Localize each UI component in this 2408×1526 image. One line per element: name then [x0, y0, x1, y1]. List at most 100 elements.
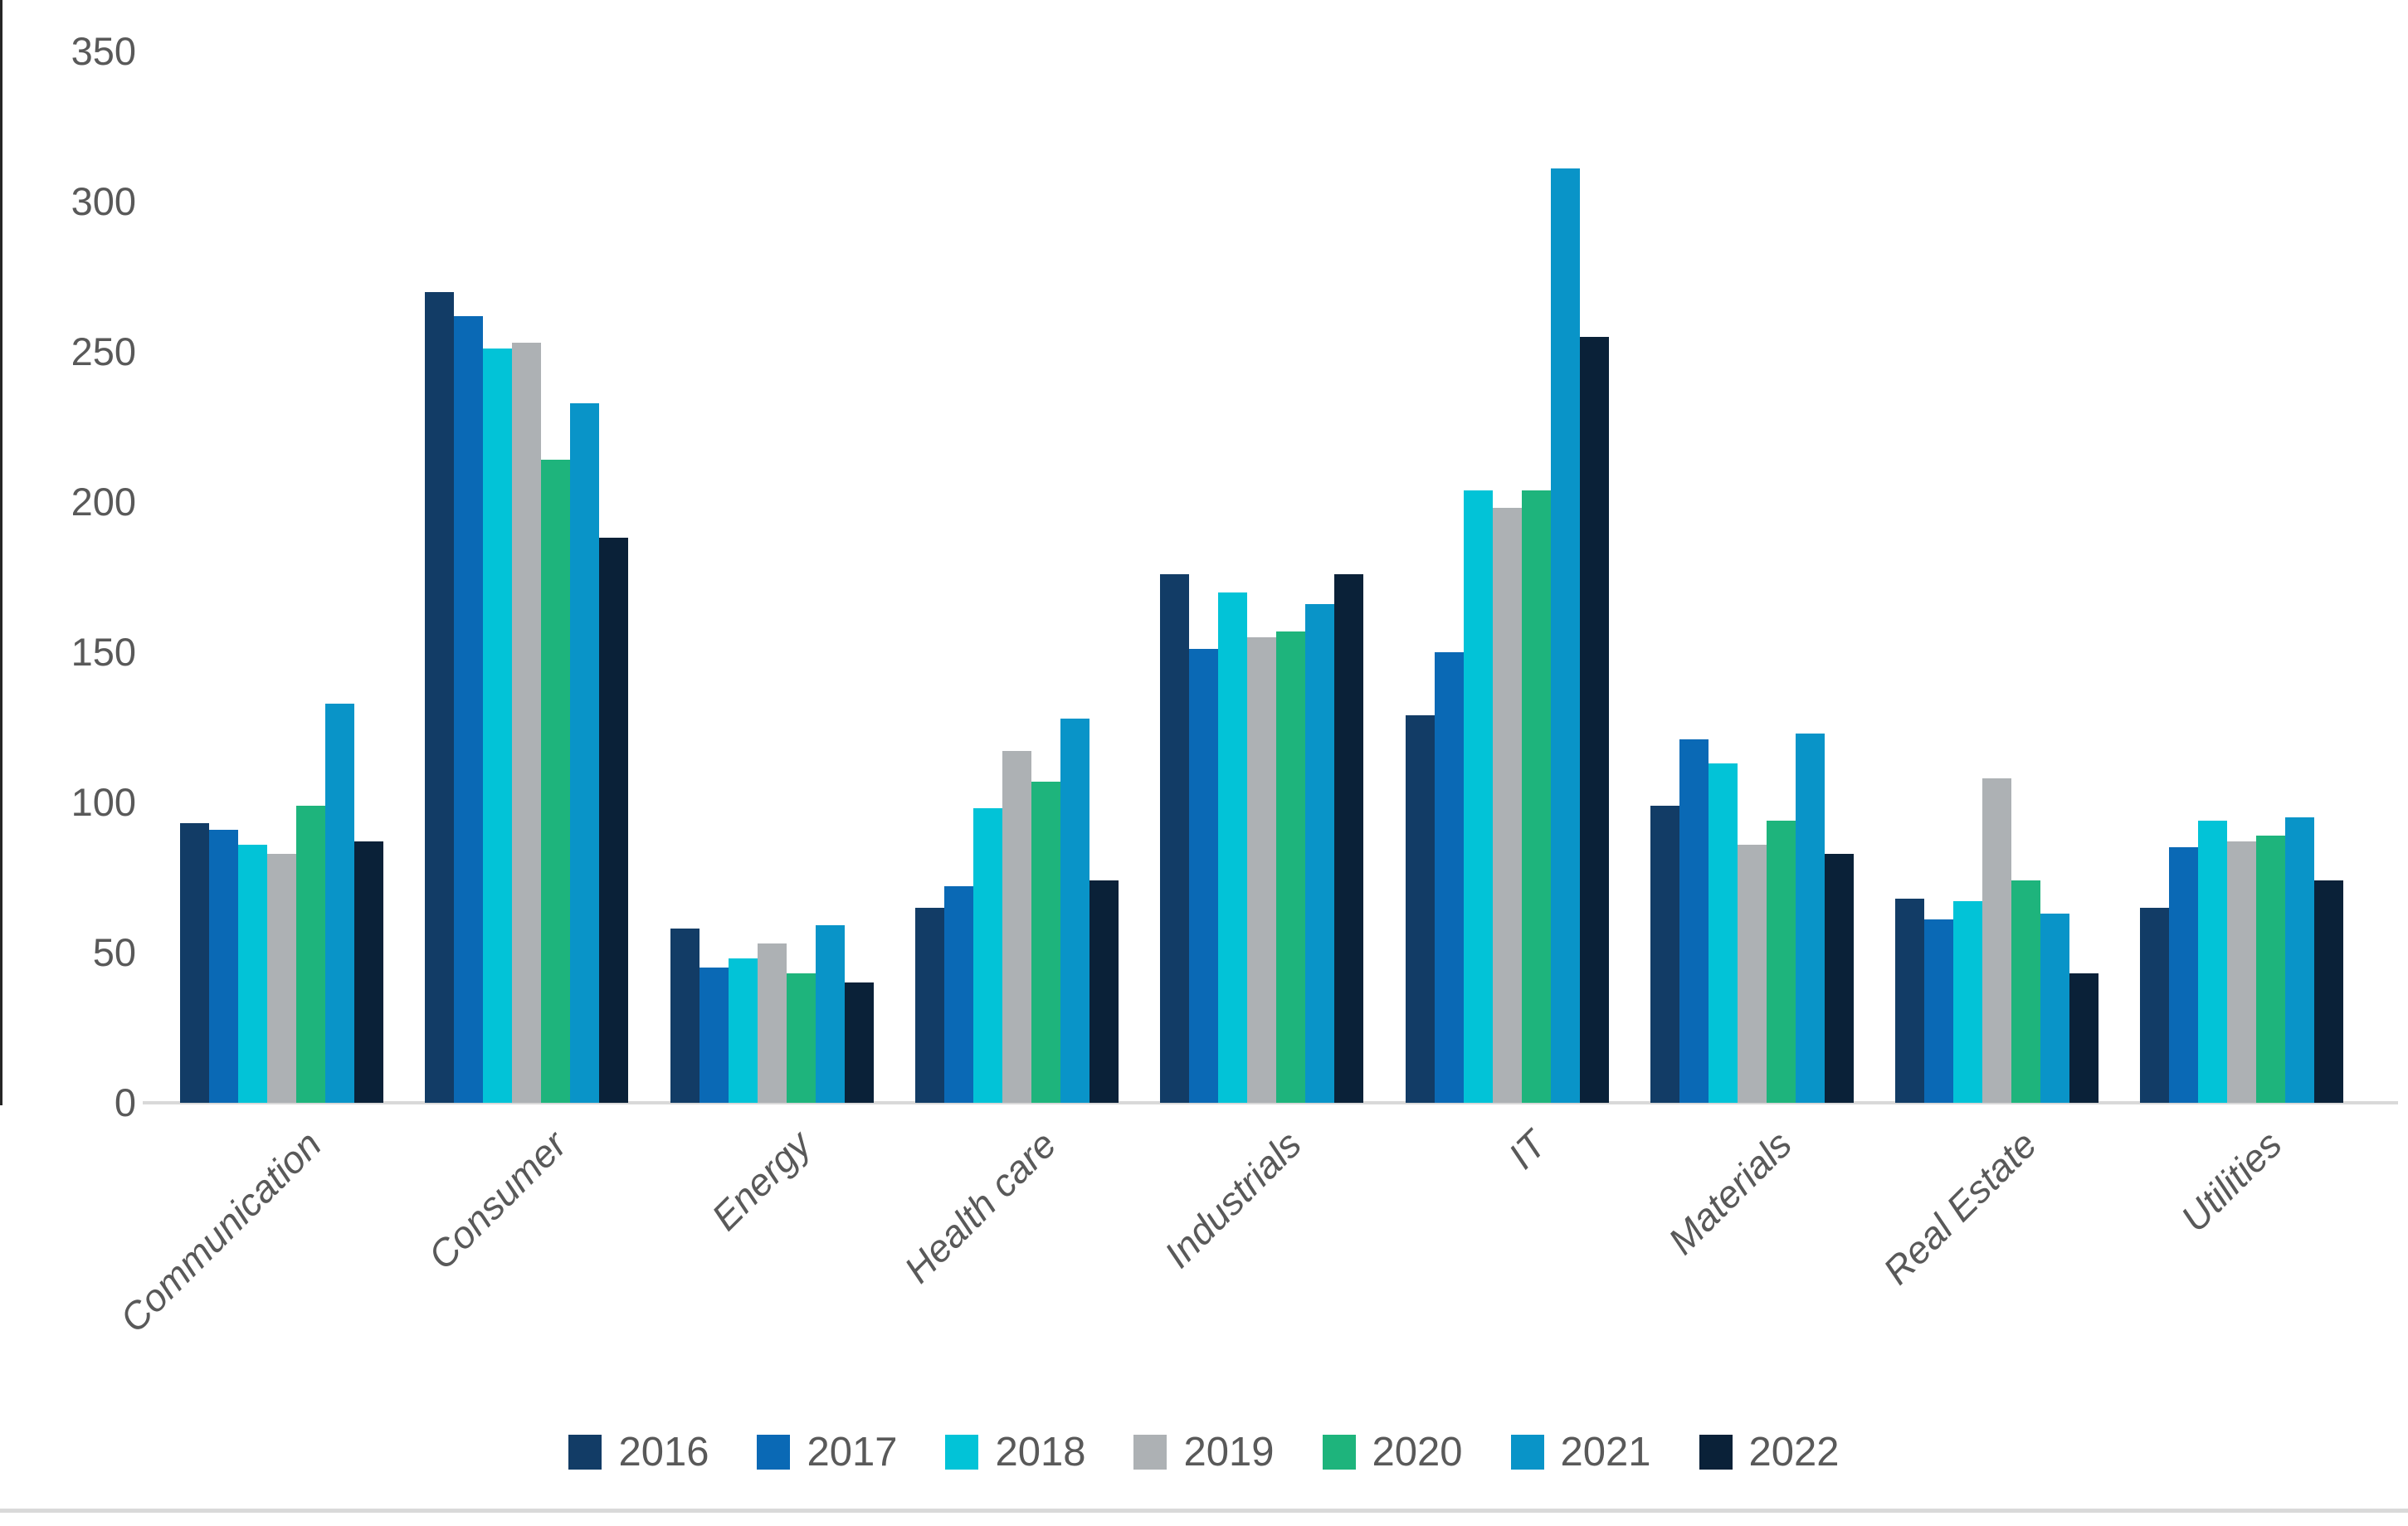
bar-2020-it — [1521, 490, 1551, 1103]
x-axis-category-label: Utilities — [2172, 1122, 2290, 1241]
legend-item-2020: 2020 — [1322, 1429, 1463, 1475]
bar-2018-health-care — [972, 808, 1002, 1103]
legend-swatch-icon — [945, 1435, 979, 1470]
legend-label: 2019 — [1183, 1430, 1275, 1475]
bar-2016-communication — [180, 823, 209, 1103]
bar-2020-consumer — [541, 460, 571, 1103]
bar-2018-real-estate — [1953, 901, 1983, 1103]
bar-2016-real-estate — [1895, 898, 1925, 1103]
bar-2019-materials — [1737, 844, 1767, 1103]
bar-2022-utilities — [2314, 880, 2344, 1103]
x-axis-category-label: Industrials — [1156, 1122, 1310, 1276]
bar-2021-health-care — [1060, 718, 1089, 1103]
bar-2020-communication — [296, 805, 325, 1103]
bar-2022-materials — [1824, 853, 1854, 1103]
bar-2022-it — [1579, 336, 1609, 1103]
bar-2016-materials — [1650, 805, 1679, 1103]
bar-2022-industrials — [1334, 573, 1364, 1103]
bar-2016-it — [1405, 715, 1435, 1103]
legend-item-2018: 2018 — [945, 1429, 1085, 1475]
bar-2019-utilities — [2227, 841, 2257, 1103]
bar-2016-energy — [670, 929, 699, 1103]
y-axis-tick-label: 350 — [71, 29, 136, 73]
y-axis-tick-label: 100 — [71, 780, 136, 824]
bar-2017-real-estate — [1924, 919, 1954, 1103]
screenshot-bottom-border — [0, 1509, 2408, 1513]
legend-label: 2018 — [995, 1430, 1086, 1475]
y-axis-tick-label: 200 — [71, 480, 136, 524]
bar-2022-real-estate — [2069, 973, 2099, 1103]
bar-2016-consumer — [425, 291, 455, 1103]
x-axis-line — [143, 1101, 2398, 1104]
legend-swatch-icon — [1510, 1435, 1544, 1470]
bar-2019-health-care — [1002, 751, 1031, 1103]
bar-2022-consumer — [599, 538, 629, 1103]
bar-2016-utilities — [2140, 907, 2170, 1103]
bar-2021-industrials — [1305, 604, 1335, 1103]
x-axis-category-label: Health care — [895, 1122, 1065, 1291]
legend-item-2021: 2021 — [1510, 1429, 1651, 1475]
legend-label: 2022 — [1748, 1430, 1840, 1475]
bar-2017-health-care — [943, 886, 973, 1103]
bar-2021-real-estate — [2040, 913, 2070, 1103]
y-axis-tick-label: 0 — [114, 1080, 136, 1124]
bar-2017-energy — [699, 968, 729, 1103]
bar-2018-consumer — [483, 349, 513, 1103]
bar-2020-industrials — [1276, 631, 1306, 1103]
legend-item-2022: 2022 — [1699, 1429, 1840, 1475]
bar-2016-health-care — [914, 907, 944, 1103]
legend-swatch-icon — [568, 1435, 602, 1470]
legend-label: 2020 — [1372, 1430, 1463, 1475]
legend-swatch-icon — [1133, 1435, 1167, 1470]
bar-2019-consumer — [512, 343, 542, 1103]
legend-item-2016: 2016 — [568, 1429, 709, 1475]
bar-2018-it — [1463, 490, 1493, 1103]
legend-label: 2016 — [618, 1430, 709, 1475]
bar-2021-it — [1550, 168, 1580, 1103]
x-axis-category-label: Real Estate — [1874, 1122, 2045, 1293]
bar-2020-energy — [786, 973, 816, 1103]
bar-2020-real-estate — [2011, 880, 2041, 1103]
bar-2021-communication — [325, 703, 354, 1103]
legend-swatch-icon — [757, 1435, 791, 1470]
bar-2022-communication — [354, 841, 383, 1103]
bar-2021-utilities — [2285, 817, 2315, 1103]
bar-2016-industrials — [1160, 573, 1190, 1103]
bar-2018-materials — [1708, 763, 1738, 1103]
bar-2022-health-care — [1089, 880, 1119, 1103]
legend-label: 2021 — [1560, 1430, 1651, 1475]
bar-2018-energy — [728, 958, 758, 1103]
bar-2018-communication — [238, 844, 267, 1103]
bar-2017-materials — [1679, 739, 1709, 1103]
bar-2017-communication — [209, 829, 238, 1103]
bar-2019-industrials — [1247, 636, 1277, 1103]
bar-2020-materials — [1766, 820, 1796, 1103]
legend-swatch-icon — [1699, 1435, 1733, 1470]
y-axis-tick-label: 150 — [71, 630, 136, 674]
bar-2022-energy — [844, 982, 874, 1103]
bar-2019-energy — [757, 943, 787, 1103]
bar-2020-health-care — [1031, 781, 1060, 1103]
bar-2017-it — [1434, 652, 1464, 1103]
bar-2018-industrials — [1218, 592, 1248, 1103]
legend-item-2019: 2019 — [1133, 1429, 1275, 1475]
x-axis-category-label: Energy — [703, 1122, 820, 1239]
x-axis-category-label: Communication — [111, 1122, 329, 1341]
x-axis-category-label: IT — [1499, 1122, 1555, 1177]
y-axis-tick-label: 50 — [92, 930, 136, 974]
x-axis-category-label: Consumer — [419, 1122, 575, 1278]
bar-2018-utilities — [2198, 820, 2228, 1103]
bar-2021-energy — [815, 925, 845, 1103]
bar-2019-it — [1492, 508, 1522, 1103]
y-axis-tick-label: 250 — [71, 329, 136, 373]
bar-2017-utilities — [2169, 847, 2199, 1103]
x-axis-category-label: Materials — [1660, 1122, 1800, 1263]
legend-label: 2017 — [807, 1430, 898, 1475]
y-axis-tick-label: 300 — [71, 179, 136, 223]
bar-2021-materials — [1795, 733, 1825, 1103]
bar-2017-industrials — [1189, 649, 1219, 1103]
bar-2021-consumer — [570, 402, 600, 1103]
bar-2020-utilities — [2256, 835, 2286, 1103]
bar-2019-real-estate — [1982, 778, 2012, 1103]
